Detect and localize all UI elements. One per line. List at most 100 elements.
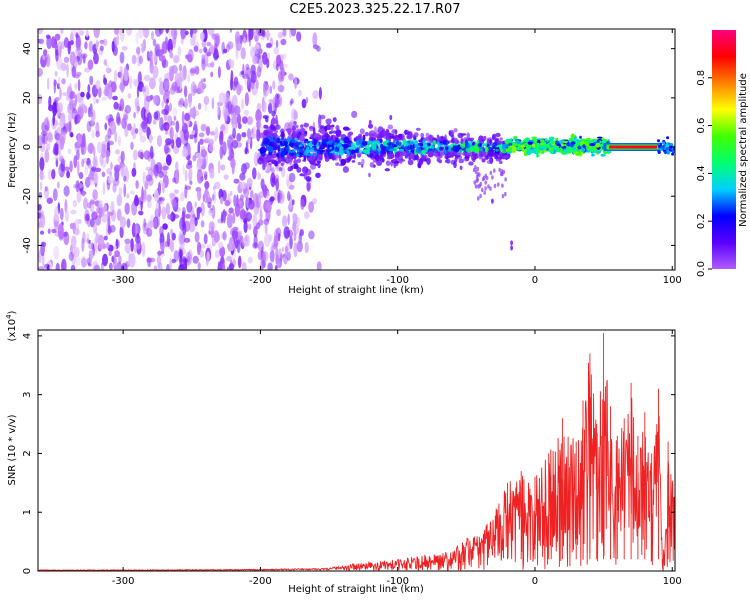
spectrogram-noise-blob <box>199 138 204 145</box>
spectrogram-band-blob <box>276 137 281 144</box>
spectrogram-noise-blob <box>255 193 262 209</box>
spectrogram-tail-right-blob <box>670 143 674 146</box>
spectrogram-band-blob <box>379 138 383 144</box>
spectrogram-band-blob <box>312 159 316 166</box>
spectrogram-noise-blob <box>165 202 170 216</box>
spectrogram-noise-blob <box>38 266 45 270</box>
spectrogram-noise-blob <box>255 119 262 130</box>
spectrogram-band-blob <box>280 140 286 146</box>
spectrogram-band-blob <box>423 144 429 149</box>
spectrogram-noise-blob <box>126 173 129 180</box>
spectrogram-noise-blob <box>120 150 125 163</box>
spectrogram-noise-blob <box>168 102 173 112</box>
spectrogram-band-blob <box>344 157 351 163</box>
spectrogram-noise-blob <box>277 98 281 105</box>
spectrogram-band-blob <box>270 153 277 159</box>
spectrogram-noise-blob <box>259 48 263 55</box>
spectrogram-noise-blob <box>244 92 249 107</box>
spectrogram-noise-blob <box>150 170 154 178</box>
spectrogram-band-blob <box>303 122 310 128</box>
spectrogram-noise-blob <box>134 234 141 244</box>
spectrogram-noise-blob <box>171 81 178 92</box>
spectrogram-noise-blob <box>155 201 160 216</box>
spectrogram-strong-blob <box>513 136 518 140</box>
spectrogram-band-blob <box>388 148 395 152</box>
spectrogram-noise-blob <box>132 149 138 161</box>
spectrogram-noise-blob <box>47 132 54 143</box>
spectrogram-tail-blob <box>474 184 478 189</box>
spectrogram-noise-blob <box>152 119 157 125</box>
spectrogram-noise-blob <box>46 264 50 270</box>
spectrogram-strong-blob <box>562 140 568 144</box>
spectrogram-noise-blob <box>222 141 227 156</box>
spectrogram-noise-blob <box>172 35 176 49</box>
spectrogram-band-blob <box>284 143 288 148</box>
snr-line <box>38 362 675 571</box>
spectrogram-noise-blob <box>133 111 136 119</box>
spectrogram-noise-blob <box>149 145 154 160</box>
spectrogram-noise-blob <box>256 127 261 142</box>
spectrogram-noise-blob <box>252 167 257 180</box>
spectrogram-noise-blob <box>149 53 153 67</box>
spectrogram-band-blob <box>368 133 375 138</box>
spectrogram-noise-blob <box>190 81 197 97</box>
spectrogram-noise-blob <box>91 129 95 139</box>
spectrogram-noise-blob <box>113 101 119 110</box>
snr-y-tick-label: 1 <box>22 509 33 515</box>
spectrogram-band-blob <box>267 146 274 153</box>
spectrogram-noise-blob <box>201 54 205 65</box>
spectrogram-noise-blob <box>206 251 210 263</box>
spectrogram-noise-blob <box>229 239 235 252</box>
spectrogram-noise-blob <box>181 148 189 158</box>
spectrogram-band-blob <box>489 152 496 158</box>
spectrogram-band-blob <box>280 134 285 138</box>
spectrogram-noise-blob <box>156 135 163 147</box>
spectrogram-noise-blob <box>247 138 252 144</box>
spectrogram-noise-blob <box>58 120 64 128</box>
spectrogram-noise-blob <box>161 100 164 109</box>
spectrogram-noise-blob <box>44 149 50 163</box>
spectrogram-band-blob <box>266 138 270 146</box>
spectrogram-band-blob <box>320 128 325 134</box>
spectrogram-noise-blob <box>56 181 60 189</box>
spectrogram-tail-blob <box>496 182 500 187</box>
spectrogram-band-blob <box>262 164 266 171</box>
spectrogram-noise-blob <box>253 225 258 238</box>
spectrogram-band-blob <box>290 137 296 144</box>
spectrogram-band-blob <box>394 136 400 141</box>
spectrogram-noise-blob <box>215 35 220 48</box>
spectrogram-noise-blob <box>70 29 78 37</box>
spectrogram-band-blob <box>309 126 314 130</box>
spectrogram-noise-blob <box>149 77 156 90</box>
spectrogram-noise-blob <box>111 255 114 263</box>
spectrogram-noise-blob <box>68 251 75 261</box>
spectrogram-noise-blob <box>124 202 130 215</box>
spectrogram-band-blob <box>499 137 503 141</box>
spectrogram-noise-blob <box>250 64 256 74</box>
spectrogram-tail-blob <box>479 181 483 187</box>
spectrogram-noise-blob <box>72 199 78 208</box>
spectrogram-noise-blob <box>179 254 183 268</box>
spectrogram-band-blob <box>371 145 377 151</box>
spectrogram-noise-blob <box>175 137 182 148</box>
spectrogram-noise-blob <box>223 48 228 54</box>
spectrogram-band-blob <box>342 143 349 149</box>
spectrogram-tail-blob <box>504 177 507 182</box>
spectrogram-noise-blob <box>43 49 48 57</box>
spectrogram-noise-blob <box>103 235 108 241</box>
spectrogram-noise-blob <box>162 165 169 171</box>
spectrogram-x-label: Height of straight line (km) <box>288 285 424 296</box>
spectrogram-noise-blob <box>194 132 198 144</box>
spectrogram-noise-blob <box>141 120 148 133</box>
spectrogram-band-blob <box>351 142 356 149</box>
spectrogram-band-blob <box>331 145 335 151</box>
spectrogram-noise-blob <box>283 226 290 239</box>
spectrogram-band-blob <box>274 162 278 167</box>
spectrogram-noise-blob <box>244 148 250 154</box>
spectrogram-noise-blob <box>68 113 72 124</box>
spectrogram-strong-blob <box>548 146 555 151</box>
spectrogram-band-blob <box>386 142 392 146</box>
spectrogram-noise-blob <box>69 40 74 46</box>
spectrogram-band-blob <box>374 140 380 146</box>
spectrogram-band-blob <box>269 159 276 163</box>
